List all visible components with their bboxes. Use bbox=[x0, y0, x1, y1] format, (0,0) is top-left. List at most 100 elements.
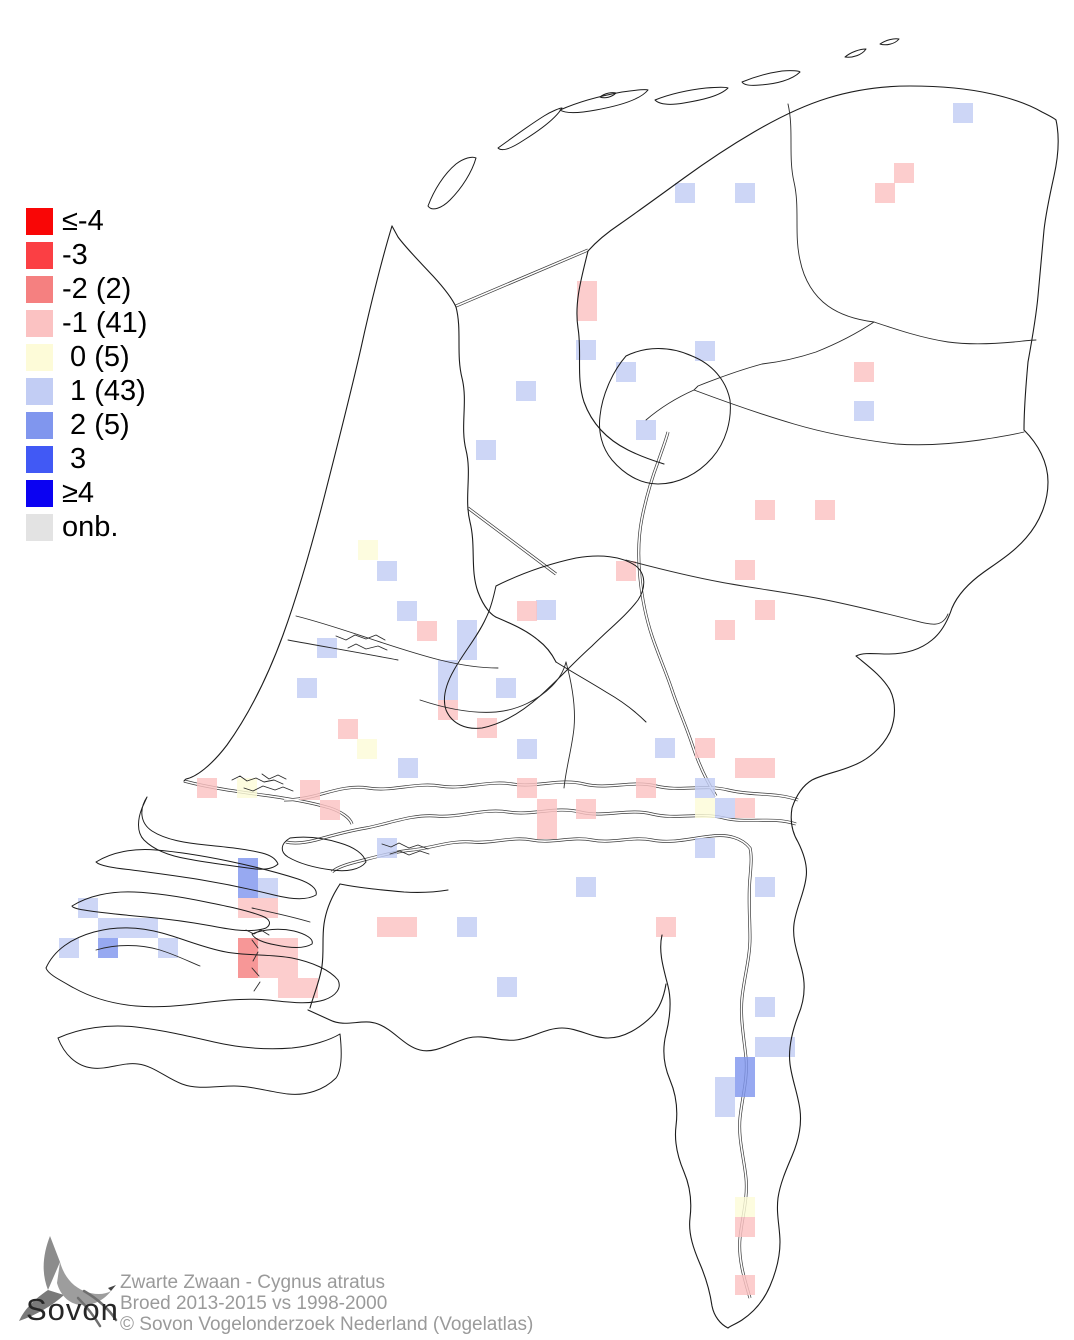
legend-label: 2 (5) bbox=[62, 408, 130, 441]
map-grid-cell bbox=[755, 500, 775, 520]
map-grid-cell bbox=[358, 540, 378, 560]
legend-label: -3 bbox=[62, 238, 88, 271]
island-texel bbox=[427, 156, 477, 210]
legend-item: 2 (5) bbox=[26, 408, 147, 442]
map-grid-cell bbox=[695, 778, 715, 798]
map-grid-cell bbox=[238, 938, 258, 958]
map-grid-cell bbox=[735, 1275, 755, 1295]
map-grid-cell bbox=[278, 958, 298, 978]
map-grid-cell bbox=[138, 918, 158, 938]
map-grid-cell bbox=[357, 739, 377, 759]
map-grid-cell bbox=[735, 758, 755, 778]
clutter-amsterdam bbox=[335, 634, 388, 651]
island-specks bbox=[599, 38, 900, 99]
legend-swatch bbox=[26, 275, 53, 303]
legend-swatch bbox=[26, 411, 53, 439]
legend-swatch bbox=[26, 309, 53, 337]
island-goeree bbox=[95, 849, 317, 900]
map-grid-cell bbox=[695, 798, 715, 818]
map-grid-cell bbox=[536, 600, 556, 620]
clutter-biesbosch bbox=[381, 842, 430, 856]
map-grid-cell bbox=[517, 601, 537, 621]
coast-noordholland bbox=[391, 225, 457, 308]
map-grid-cell bbox=[735, 560, 755, 580]
map-grid-cell bbox=[417, 621, 437, 641]
coast-brabant-north bbox=[339, 883, 449, 893]
coast-ijsselmeer-west bbox=[455, 306, 557, 663]
legend-item: ≤-4 bbox=[26, 204, 147, 238]
map-grid-cell bbox=[656, 917, 676, 937]
map-grid-cell bbox=[577, 281, 597, 301]
legend: ≤-4 -3 -2 (2) -1 (41) 0 (5) 1 (43) 2 (5) 3 ≥… bbox=[26, 204, 147, 544]
coast-zeeuwsvlaanderen bbox=[57, 1025, 342, 1095]
map-grid-cell bbox=[537, 819, 557, 839]
legend-item: 0 (5) bbox=[26, 340, 147, 374]
map-grid-cell bbox=[537, 799, 557, 819]
border-friesland-overijssel bbox=[645, 389, 695, 421]
coast-west bbox=[183, 225, 393, 782]
map-grid-cell bbox=[317, 638, 337, 658]
map-grid-cell bbox=[438, 680, 458, 700]
map-grid-cell bbox=[715, 1077, 735, 1097]
map-grid-cell bbox=[238, 958, 258, 978]
legend-swatch bbox=[26, 343, 53, 371]
coast-randmeren bbox=[555, 661, 647, 723]
map-grid-cell bbox=[755, 997, 775, 1017]
map-grid-cell bbox=[695, 738, 715, 758]
legend-item: -2 (2) bbox=[26, 272, 147, 306]
map-grid-cell bbox=[854, 401, 874, 421]
border-drenthe-overijssel bbox=[693, 389, 1025, 446]
legend-item: -3 bbox=[26, 238, 147, 272]
border-brabant-belgium bbox=[307, 983, 667, 1052]
legend-swatch bbox=[26, 241, 53, 269]
border-zh-utrecht bbox=[419, 661, 567, 713]
map-grid-cell bbox=[98, 938, 118, 958]
map-grid-cell bbox=[377, 561, 397, 581]
map-grid-cell bbox=[953, 103, 973, 123]
polder-noordoostpolder bbox=[599, 348, 731, 485]
coast-friesland-south bbox=[576, 250, 665, 465]
swallow-icon bbox=[19, 1236, 118, 1328]
map-grid-cell bbox=[197, 778, 217, 798]
legend-item: 3 bbox=[26, 442, 147, 476]
legend-swatch bbox=[26, 445, 53, 473]
island-terschelling bbox=[559, 89, 649, 114]
map-grid-cell bbox=[735, 1077, 755, 1097]
legend-label: ≥4 bbox=[62, 476, 95, 509]
legend-swatch bbox=[26, 207, 53, 235]
border-overijssel-gelderland bbox=[625, 559, 949, 625]
island-walcheren-beveland bbox=[45, 927, 340, 1008]
map-grid-cell bbox=[577, 301, 597, 321]
polder-flevoland bbox=[443, 555, 645, 729]
legend-item: -1 (41) bbox=[26, 306, 147, 340]
map-grid-cell bbox=[497, 977, 517, 997]
map-grid-cell bbox=[278, 978, 298, 998]
map-grid-cell bbox=[675, 183, 695, 203]
map-grid-cell bbox=[320, 800, 340, 820]
map-grid-cell bbox=[300, 780, 320, 800]
island-schouwen bbox=[71, 891, 270, 932]
border-friesland-drenthe bbox=[693, 321, 875, 391]
map-grid-cell bbox=[397, 917, 417, 937]
legend-swatch bbox=[26, 513, 53, 541]
island-tholen bbox=[251, 928, 313, 948]
clutter-rotterdam bbox=[231, 773, 294, 792]
legend-item: onb. bbox=[26, 510, 147, 544]
legend-label: -1 (41) bbox=[62, 306, 148, 339]
map-grid-cell bbox=[477, 718, 497, 738]
map-grid-cell bbox=[735, 183, 755, 203]
map-grid-cell bbox=[258, 938, 278, 958]
map-grid-cell bbox=[377, 917, 397, 937]
map-grid-cell bbox=[438, 660, 458, 680]
border-east-germany bbox=[727, 119, 1059, 1329]
map-grid-cell bbox=[695, 341, 715, 361]
coast-north bbox=[587, 85, 1057, 252]
caption: Zwarte Zwaan - Cygnus atratus Broed 2013… bbox=[120, 1272, 533, 1335]
caption-species: Zwarte Zwaan - Cygnus atratus bbox=[120, 1272, 386, 1293]
map-grid-cell bbox=[237, 778, 257, 798]
map-grid-cell bbox=[894, 163, 914, 183]
map-grid-cell bbox=[476, 440, 496, 460]
map-grid-cell bbox=[715, 620, 735, 640]
legend-item: 1 (43) bbox=[26, 374, 147, 408]
